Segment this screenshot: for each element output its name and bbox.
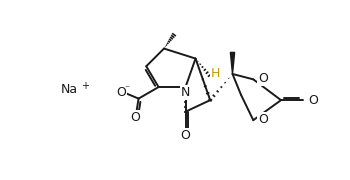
Text: O: O <box>308 94 318 107</box>
Text: O: O <box>131 111 140 124</box>
Text: H: H <box>211 67 220 80</box>
Text: N: N <box>181 86 190 99</box>
Text: O: O <box>258 113 268 126</box>
Text: +: + <box>80 80 89 91</box>
Text: O: O <box>258 72 268 85</box>
Polygon shape <box>230 52 235 74</box>
Text: Na: Na <box>61 83 78 96</box>
Text: O: O <box>181 129 190 142</box>
Text: O: O <box>117 86 127 99</box>
Text: ⁻: ⁻ <box>125 84 130 94</box>
